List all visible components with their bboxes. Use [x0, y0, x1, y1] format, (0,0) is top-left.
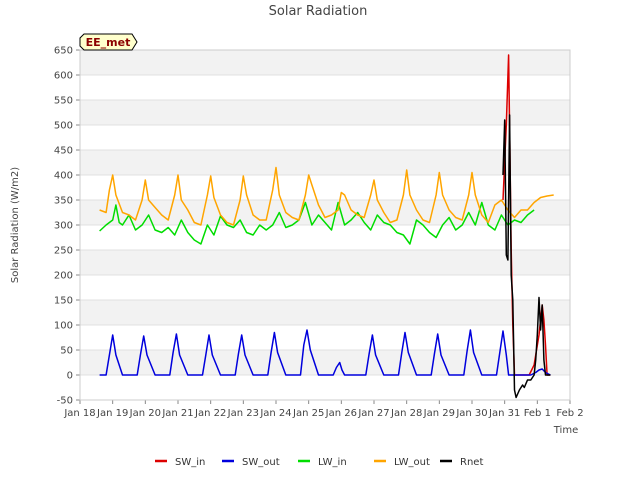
y-tick-label: -50 [57, 396, 73, 407]
plot-band [80, 150, 570, 175]
y-axis-label: Solar Radiation (W/m2) [10, 167, 21, 283]
plot-frame [79, 49, 571, 401]
x-tick-label: Jan 28 [390, 408, 422, 419]
y-tick-label: 450 [54, 146, 73, 157]
chart-title: Solar Radiation [269, 4, 368, 19]
plot-band [80, 175, 570, 200]
series-line-rnet [502, 114, 551, 399]
plot-band [80, 50, 570, 75]
plot-band [80, 100, 570, 125]
y-tick-label: 50 [60, 346, 73, 357]
plot-background-bands [80, 50, 570, 400]
plot-band [80, 125, 570, 150]
station-badge-label: EE_met [86, 36, 131, 49]
legend-label-rnet: Rnet [460, 457, 483, 468]
x-tick-label: Jan 22 [194, 408, 226, 419]
x-axis-ticks: Jan 18 Jan 19 Jan 20 Jan 21 Jan 22 Jan 23 Jan … [63, 400, 584, 419]
y-axis-ticks: -50 0 50 100 150 200 250 300 350 400 450 500 550 600 6… [54, 46, 80, 407]
x-tick-label: Jan 20 [129, 408, 161, 419]
x-tick-label: Jan 24 [259, 408, 291, 419]
y-tick-label: 0 [67, 371, 73, 382]
legend-label-lw-out: LW_out [394, 457, 430, 468]
legend-label-sw-in: SW_in [175, 457, 205, 468]
series-layer [99, 54, 554, 399]
station-badge-box [79, 33, 138, 51]
x-tick-label: Jan 21 [161, 408, 193, 419]
x-tick-label: Jan 30 [455, 408, 487, 419]
plot-band [80, 350, 570, 375]
plot-band [80, 300, 570, 325]
plot-band [80, 325, 570, 350]
y-tick-label: 650 [54, 46, 73, 57]
y-tick-label: 350 [54, 196, 73, 207]
y-tick-label: 300 [54, 221, 73, 232]
y-tick-label: 250 [54, 246, 73, 257]
x-tick-label: Jan 26 [325, 408, 357, 419]
legend-label-sw-out: SW_out [242, 457, 280, 468]
plot-band [80, 75, 570, 100]
series-line-lw-out [99, 166, 554, 226]
plot-band [80, 275, 570, 300]
y-tick-label: 500 [54, 121, 73, 132]
y-tick-label: 400 [54, 171, 73, 182]
legend-label-lw-in: LW_in [318, 457, 347, 468]
x-tick-label: Jan 25 [292, 408, 324, 419]
y-tick-label: 200 [54, 271, 73, 282]
plot-band [80, 225, 570, 250]
x-tick-label: Jan 27 [357, 408, 389, 419]
x-tick-label: Jan 31 [488, 408, 520, 419]
x-tick-label: Jan 23 [227, 408, 259, 419]
station-badge: EE_met [79, 33, 138, 51]
x-tick-label: Jan 18 [63, 408, 95, 419]
series-line-lw-in [99, 201, 535, 245]
plot-band [80, 250, 570, 275]
x-tick-label: Jan 29 [423, 408, 455, 419]
y-tick-label: 550 [54, 96, 73, 107]
x-axis-label: Time [553, 425, 578, 436]
x-tick-label: Feb 2 [556, 408, 583, 419]
y-tick-label: 150 [54, 296, 73, 307]
plot-band [80, 375, 570, 400]
y-tick-label: 100 [54, 321, 73, 332]
y-tick-label: 600 [54, 71, 73, 82]
series-line-sw-out [99, 329, 551, 376]
x-tick-label: Jan 19 [96, 408, 128, 419]
x-tick-label: Feb 1 [524, 408, 551, 419]
legend: SW_in SW_out LW_in LW_out Rnet [155, 457, 483, 468]
